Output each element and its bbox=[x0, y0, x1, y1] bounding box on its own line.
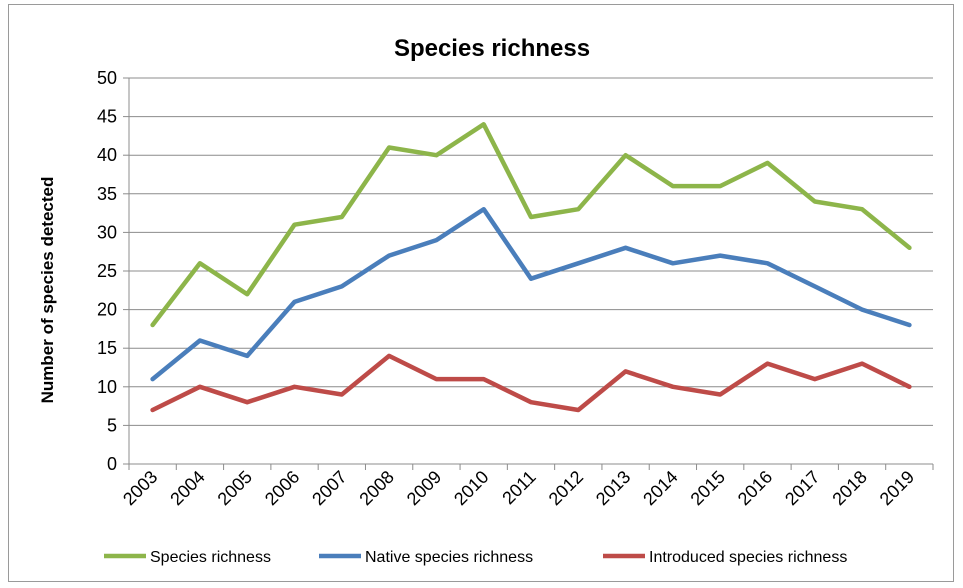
series-line bbox=[150, 353, 912, 413]
x-tick-label: 2003 bbox=[119, 467, 161, 509]
x-axis-ticks: 2003 2004 2005 2006 2007 2008 2009 2010 2011 2012… bbox=[119, 464, 934, 509]
y-tick-label: 50 bbox=[97, 68, 117, 88]
y-tick-label: 40 bbox=[97, 145, 117, 165]
x-tick-label: 2009 bbox=[403, 467, 445, 509]
x-tick-label: 2014 bbox=[639, 467, 681, 509]
y-tick-label: 20 bbox=[97, 300, 117, 320]
y-axis-label: Number of species detected bbox=[38, 177, 57, 404]
y-tick-label: 25 bbox=[97, 261, 117, 281]
x-tick-label: 2004 bbox=[166, 467, 208, 509]
series-line bbox=[150, 206, 912, 382]
x-tick-label: 2019 bbox=[876, 467, 918, 509]
x-tick-label: 2015 bbox=[687, 467, 729, 509]
gridlines bbox=[129, 77, 933, 465]
x-tick-label: 2006 bbox=[261, 467, 303, 509]
x-tick-label: 2008 bbox=[355, 467, 397, 509]
y-tick-label: 45 bbox=[97, 107, 117, 127]
y-tick-label: 10 bbox=[97, 377, 117, 397]
chart-title: Species richness bbox=[394, 35, 590, 62]
legend-label: Introduced species richness bbox=[649, 549, 847, 566]
y-tick-label: 30 bbox=[97, 222, 117, 242]
x-axis bbox=[128, 78, 933, 465]
y-axis-ticks: 0 5 10 15 20 25 30 35 40 45 50 bbox=[97, 68, 129, 474]
chart-frame: Species richness Number of species detec… bbox=[8, 4, 954, 582]
x-tick-label: 2016 bbox=[734, 467, 776, 509]
x-tick-label: 2017 bbox=[781, 467, 823, 509]
legend: Species richness Native species richness I… bbox=[104, 549, 847, 566]
legend-label: Species richness bbox=[150, 549, 271, 566]
y-tick-label: 5 bbox=[107, 415, 117, 435]
y-tick-label: 35 bbox=[97, 184, 117, 204]
x-tick-label: 2013 bbox=[592, 467, 634, 509]
legend-label: Native species richness bbox=[365, 549, 533, 566]
series-line bbox=[150, 122, 912, 328]
x-tick-label: 2018 bbox=[828, 467, 870, 509]
x-tick-label: 2010 bbox=[450, 467, 492, 509]
y-tick-label: 0 bbox=[107, 454, 117, 474]
x-tick-label: 2011 bbox=[498, 467, 540, 509]
x-tick-label: 2012 bbox=[545, 467, 587, 509]
x-tick-label: 2007 bbox=[308, 467, 350, 509]
x-tick-label: 2005 bbox=[214, 467, 256, 509]
y-tick-label: 15 bbox=[97, 338, 117, 358]
series-lines bbox=[150, 122, 912, 413]
line-chart: Species richness Number of species detec… bbox=[38, 35, 934, 566]
